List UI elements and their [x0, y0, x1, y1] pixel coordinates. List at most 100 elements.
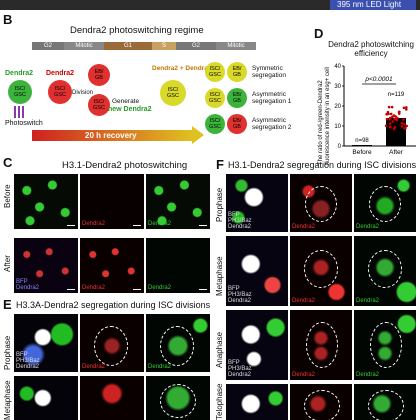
data-point	[392, 114, 396, 117]
phase-mitotic-b: Mitotic	[216, 42, 256, 50]
division-label: Division	[72, 90, 94, 96]
data-point	[405, 108, 408, 111]
panel-c-title: H3.1-Dendra2 photoswitching	[62, 160, 188, 171]
recovery-arrow	[32, 130, 192, 141]
data-point	[387, 105, 391, 109]
outcome3-cell-a: ISC/GSC	[205, 114, 225, 134]
phase-g2b: G2	[176, 42, 216, 50]
data-point	[403, 122, 406, 126]
led-image	[330, 0, 416, 10]
phase-g2: G2	[32, 42, 64, 50]
outcome3-cell-b: EB/GB	[227, 114, 247, 134]
x-tick-label: Before	[352, 149, 372, 156]
c-before-green: Dendra2	[146, 174, 210, 229]
f-telo-green	[354, 384, 416, 420]
data-point	[392, 127, 396, 131]
c-before-merge	[14, 174, 78, 229]
panel-e-letter: E	[3, 297, 12, 312]
data-point	[400, 122, 404, 125]
f-row-anaphase: Anaphase	[215, 331, 224, 368]
photoswitch-label: Photoswitch	[5, 120, 43, 127]
panel-c-letter: C	[3, 155, 13, 170]
e-row-prophase: Prophase	[3, 335, 12, 370]
data-point	[390, 105, 394, 109]
c-after-green: Dendra2	[146, 238, 210, 293]
y-tick-label: 40	[334, 64, 341, 70]
c-before-red: Dendra2	[80, 174, 144, 229]
f-row-metaphase: Metaphase	[215, 256, 224, 296]
panel-b-title: Dendra2 photoswitching regime	[70, 25, 204, 36]
data-point	[389, 112, 393, 116]
green-dendra-label: Dendra2	[5, 70, 34, 77]
panel-f-letter: F	[216, 157, 224, 172]
c-after-red: Dendra2	[80, 238, 144, 293]
data-point	[388, 117, 392, 121]
panel-d-title: Dendra2 photoswitching efficiency	[328, 40, 414, 58]
outcome2-label: Asymmetric segregation 1	[252, 91, 292, 105]
f-pro-red: Dendra2	[290, 174, 352, 232]
led-label: 395 nm LED Light	[337, 0, 402, 9]
panel-d-chart: 40 30 20 10 0 Before n=98 After n=119 p<0.0001	[334, 64, 416, 156]
f-ana-red: Dendra2	[290, 310, 352, 380]
f-pro-green: Dendra2	[354, 174, 416, 232]
f-row-telophase: Telophase	[215, 383, 224, 420]
e-pro-red: Dendra2	[80, 314, 144, 372]
y-tick-label: 30	[334, 84, 341, 90]
f-telo-red	[290, 384, 352, 420]
e-meta-merge	[14, 376, 78, 420]
data-point	[386, 110, 390, 114]
recovery-label: 20 h recovery	[85, 131, 137, 140]
bar-before	[352, 145, 372, 146]
panel-b-letter: B	[3, 12, 13, 27]
y-tick-label: 10	[334, 124, 341, 130]
data-point	[404, 126, 407, 130]
data-point	[393, 117, 396, 121]
outcome1-cell-b: EB/GB	[227, 62, 247, 82]
n-label: n=119	[388, 92, 405, 98]
phase-mitotic: Mitotic	[64, 42, 104, 50]
data-point	[402, 118, 405, 121]
data-point	[391, 120, 395, 123]
f-telo-merge	[226, 384, 288, 420]
recovery-arrowhead	[192, 126, 204, 144]
f-row-prophase: Prophase	[215, 187, 224, 222]
bar-after	[386, 118, 406, 146]
outcome2-cell-a: ISC/GSC	[205, 88, 225, 108]
outcome1-cell-a: ISC/GSC	[205, 62, 225, 82]
phase-s: S	[152, 42, 176, 50]
row-after: After	[3, 255, 12, 272]
mix-dendra-label: Dendra2 + Dendra2	[152, 65, 212, 72]
data-point	[405, 124, 408, 128]
n-label: n=98	[355, 138, 369, 144]
data-point	[402, 106, 406, 110]
e-meta-green	[146, 376, 210, 420]
e-row-metaphase: Metaphase	[3, 380, 12, 420]
f-pro-merge: BFP PH3/Baz Dendra2	[226, 174, 288, 232]
row-before: Before	[3, 184, 12, 208]
panel-f-title: H3.1-Dendra2 segregation during ISC divi…	[228, 160, 417, 170]
y-tick-label: 20	[334, 104, 341, 110]
data-point	[400, 125, 404, 128]
red-dendra-label: Dendra2	[46, 70, 75, 77]
e-pro-green: Dendra2	[146, 314, 210, 372]
c-after-merge: BFP Dendra2	[14, 238, 78, 293]
e-meta-red	[80, 376, 144, 420]
data-point	[388, 125, 392, 129]
data-point	[388, 122, 392, 125]
outcome3-label: Asymmetric segregation 2	[252, 117, 292, 131]
new-dendra-label: new Dendra2	[108, 106, 152, 113]
panel-d-letter: D	[314, 26, 324, 41]
f-meta-red: Dendra2	[290, 236, 352, 306]
p-value: p<0.0001	[364, 76, 393, 83]
isc-red-cell: ISC/GSC	[48, 80, 72, 104]
e-pro-merge: BFP PH3/Baz Dendra2	[14, 314, 78, 372]
f-meta-green: Dendra2	[354, 236, 416, 306]
photoswitch-arrows	[14, 106, 26, 118]
data-point	[385, 117, 389, 121]
f-ana-merge: BFP PH3/Baz Dendra2	[226, 310, 288, 380]
y-tick-label: 0	[338, 144, 342, 150]
generate-label: Generate	[112, 98, 140, 105]
isc-green-cell: ISC/GSC	[8, 80, 32, 104]
outcome1-label: Symmetric segregation	[252, 65, 286, 79]
isc-red-cell-2: ISC/GSC	[88, 94, 110, 116]
